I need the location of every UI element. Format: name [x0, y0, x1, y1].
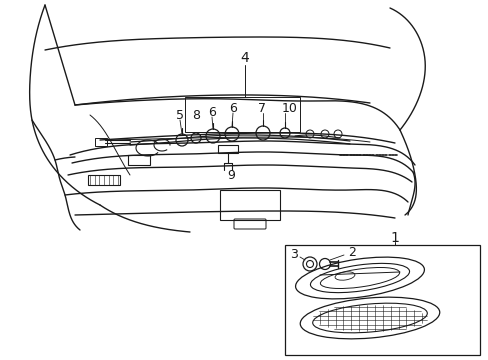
Bar: [95, 138, 107, 146]
Text: 6: 6: [207, 105, 216, 118]
Bar: [220, 190, 280, 220]
Text: 5: 5: [176, 108, 183, 122]
Text: 9: 9: [226, 168, 234, 181]
Text: 7: 7: [258, 102, 265, 114]
Bar: [184, 97, 299, 132]
Text: 3: 3: [289, 248, 297, 261]
Text: 2: 2: [347, 246, 355, 258]
Text: 1: 1: [390, 231, 399, 245]
Bar: [218, 145, 238, 153]
Text: 10: 10: [282, 102, 297, 114]
Bar: [88, 175, 120, 185]
Bar: [128, 155, 150, 165]
Text: 4: 4: [240, 51, 249, 65]
Text: 8: 8: [192, 108, 200, 122]
Text: 6: 6: [228, 102, 237, 114]
Bar: [285, 245, 479, 355]
